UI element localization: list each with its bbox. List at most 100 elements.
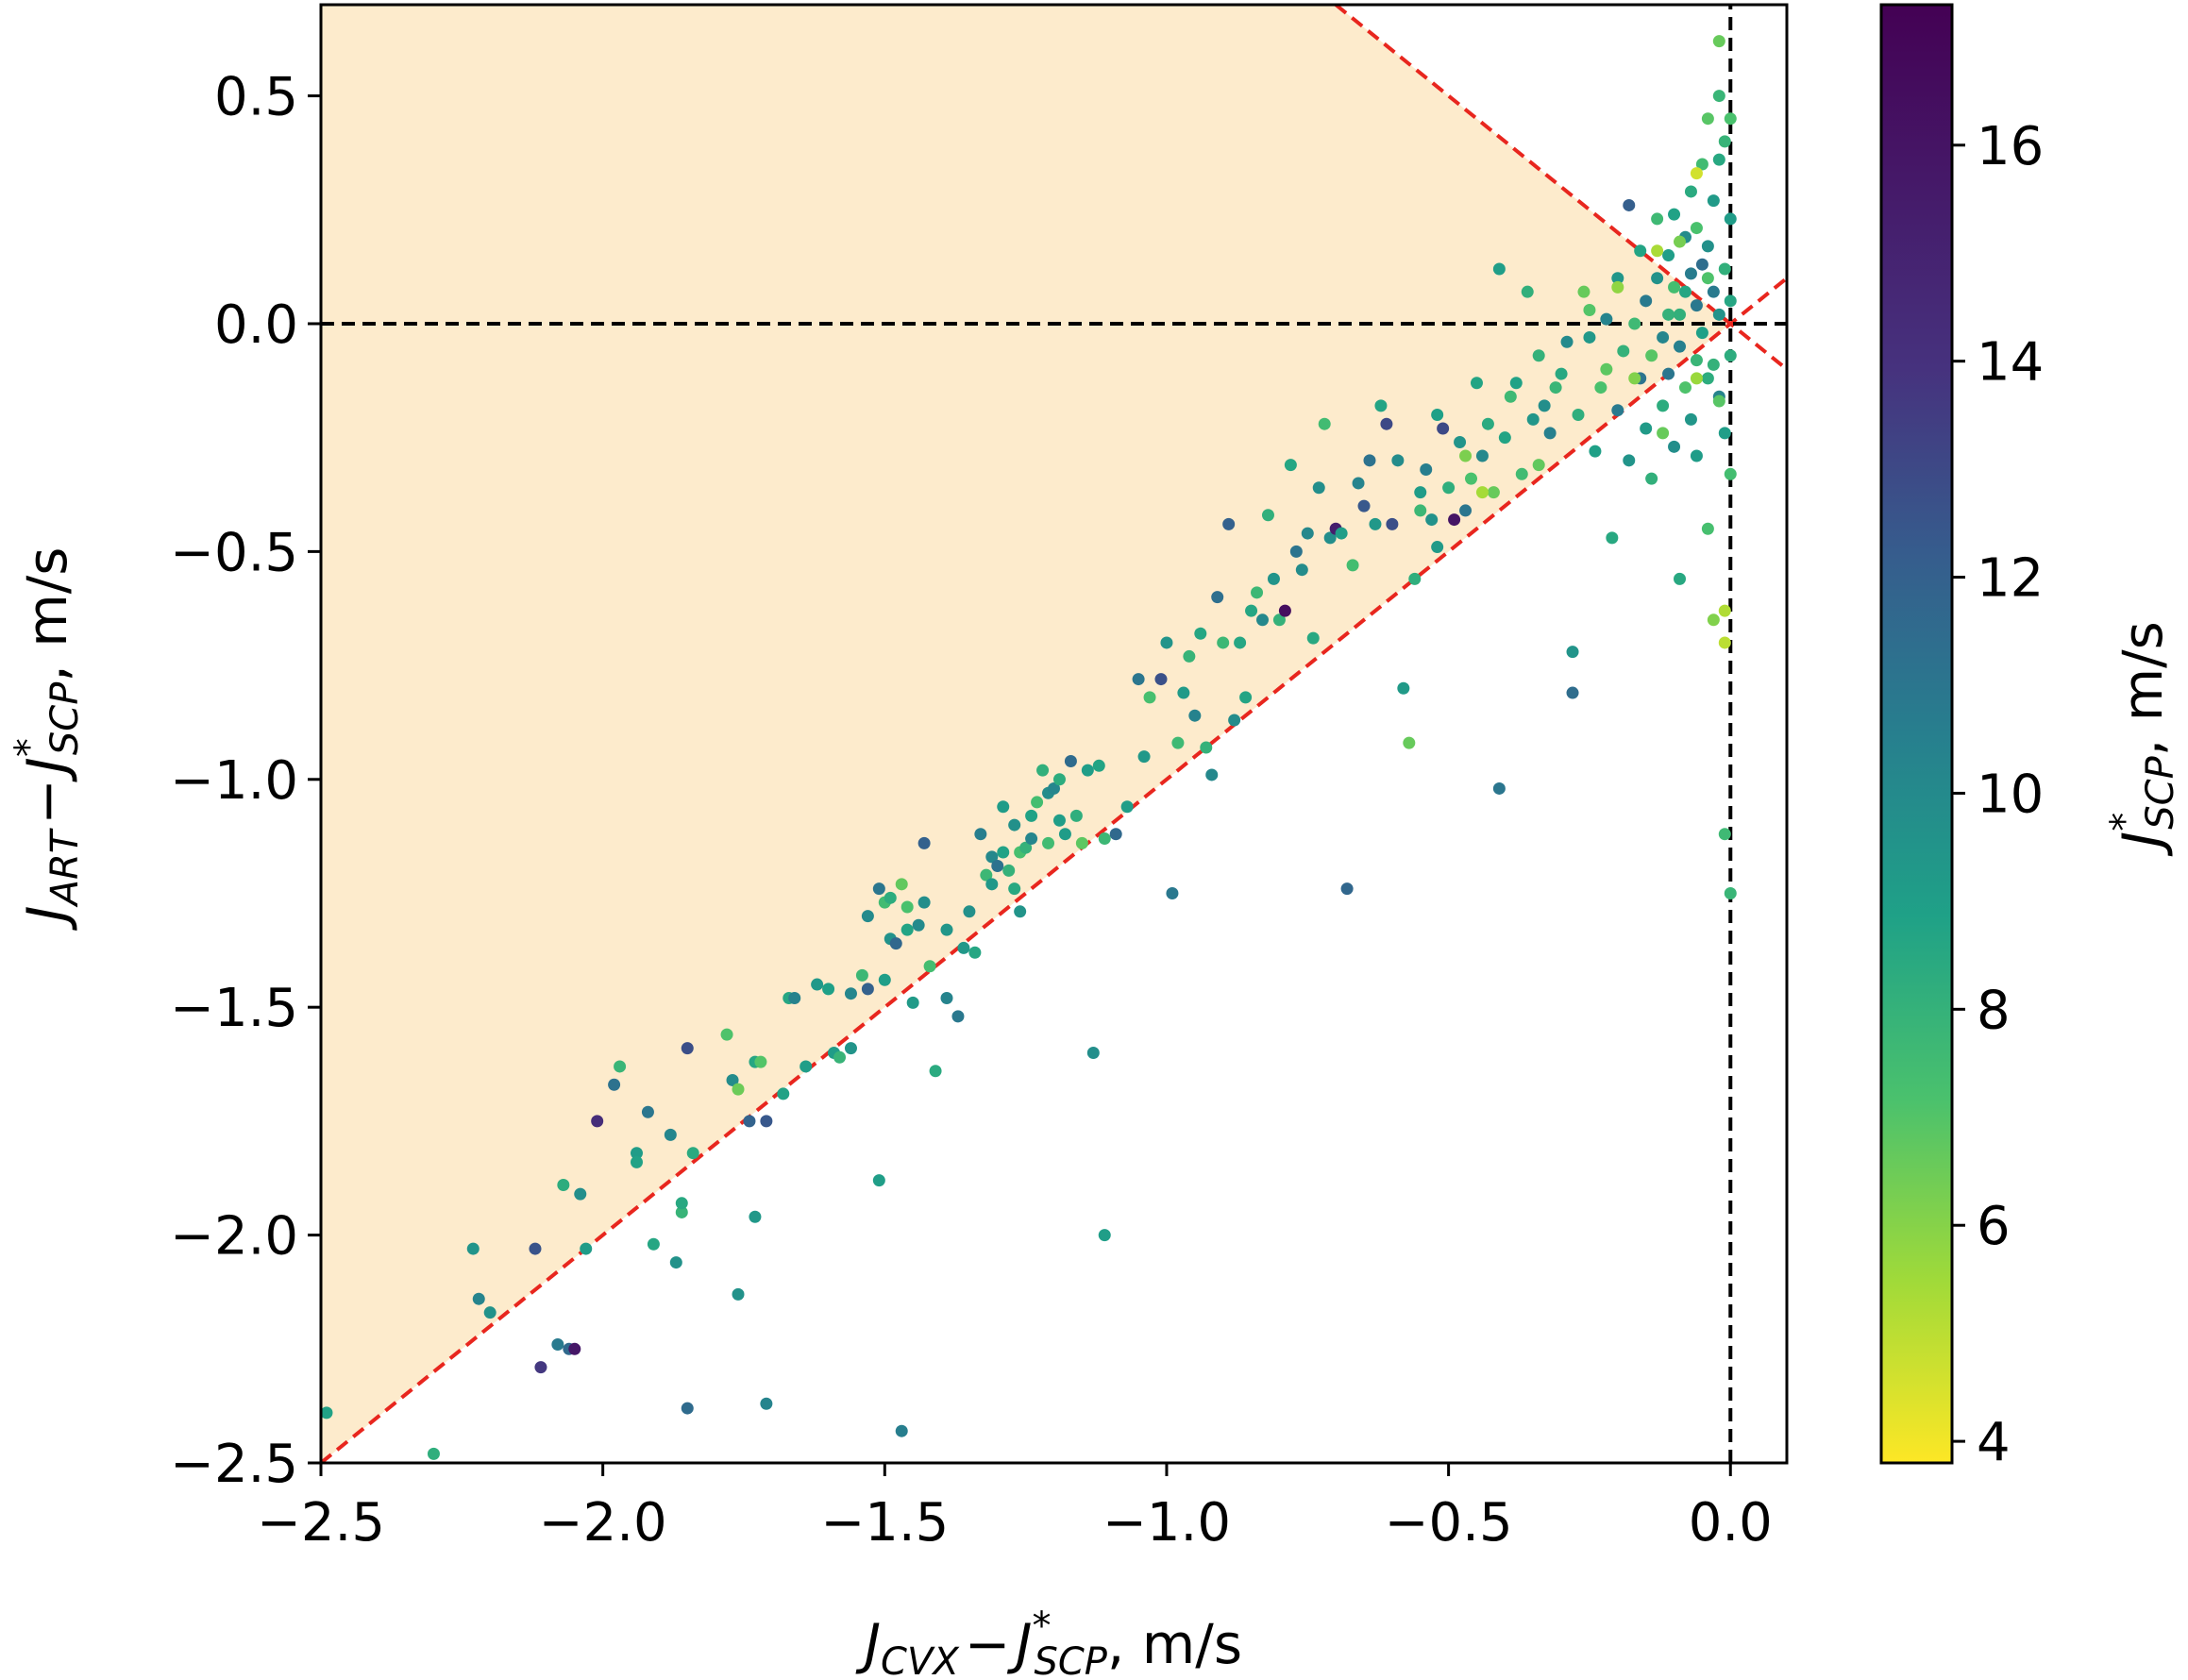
scatter-point	[1701, 522, 1714, 535]
scatter-point	[1481, 417, 1494, 430]
scatter-point	[1611, 280, 1624, 294]
scatter-point	[1431, 409, 1444, 422]
scatter-point	[1712, 90, 1725, 103]
scatter-point	[1712, 35, 1725, 48]
scatter-point	[675, 1197, 688, 1210]
scatter-point	[1403, 736, 1416, 749]
colorbar-gradient	[1879, 3, 1954, 1465]
scatter-point	[1628, 317, 1641, 330]
scatter-point	[1724, 212, 1737, 226]
y-tick-label: −1.0	[170, 750, 298, 812]
scatter-point	[1657, 427, 1670, 440]
scatter-point	[1092, 759, 1105, 772]
scatter-point	[1532, 349, 1545, 362]
x-axis-ticks: −2.5 −2.0 −1.5 −1.0 −0.5 0.0	[257, 1463, 1773, 1554]
scatter-points	[321, 35, 1737, 1460]
scatter-point	[427, 1447, 440, 1460]
scatter-point	[777, 1087, 790, 1100]
scatter-point	[1623, 198, 1636, 211]
scatter-point	[1137, 750, 1151, 764]
scatter-point	[1492, 262, 1506, 276]
scatter-point	[1459, 449, 1473, 462]
scatter-point	[1560, 335, 1574, 348]
scatter-point	[1267, 572, 1280, 585]
y-tick-label: 0.0	[214, 294, 298, 356]
scatter-point	[483, 1306, 497, 1319]
scatter-point	[580, 1242, 593, 1255]
scatter-point	[1132, 673, 1145, 686]
scatter-point	[1668, 440, 1681, 453]
scatter-point	[681, 1042, 694, 1055]
colorbar-tick-label: 12	[1977, 548, 2044, 610]
scatter-point	[923, 960, 936, 973]
scatter-point	[1678, 285, 1691, 298]
scatter-point	[1352, 477, 1365, 490]
scatter-point	[472, 1292, 485, 1305]
scatter-point	[1069, 809, 1083, 822]
scatter-point	[1194, 627, 1207, 640]
scatter-point	[1431, 541, 1444, 554]
scatter-point	[895, 1424, 908, 1437]
scatter-point	[1690, 222, 1703, 235]
scatter-point	[1526, 412, 1540, 426]
scatter-point	[1712, 308, 1725, 321]
scatter-point	[591, 1115, 604, 1128]
scatter-point	[1600, 312, 1613, 326]
scatter-point	[630, 1147, 643, 1160]
x-tick-label: −1.5	[820, 1492, 949, 1554]
scatter-point	[997, 846, 1010, 859]
plot-area	[319, 3, 1789, 1465]
scatter-point	[940, 923, 953, 936]
scatter-point	[974, 828, 987, 841]
scatter-point	[1690, 372, 1703, 385]
scatter-point	[1228, 714, 1241, 727]
scatter-point	[1278, 604, 1291, 617]
scatter-point	[1261, 509, 1274, 522]
scatter-point	[1487, 486, 1500, 499]
scatter-point	[664, 1128, 677, 1141]
scatter-point	[872, 1174, 885, 1187]
scatter-point	[1707, 194, 1720, 208]
scatter-point	[1363, 454, 1376, 467]
scatter-point	[985, 878, 999, 891]
scatter-point	[1058, 828, 1071, 841]
scatter-point	[1154, 673, 1168, 686]
scatter-point	[1583, 330, 1596, 344]
scatter-point	[1707, 285, 1720, 298]
scatter-point	[1019, 841, 1033, 854]
scatter-point	[799, 1060, 813, 1073]
scatter-point	[1572, 409, 1585, 422]
scatter-point	[1459, 504, 1473, 517]
scatter-point	[1031, 796, 1044, 809]
scatter-point	[1712, 395, 1725, 408]
scatter-point	[1312, 481, 1325, 495]
scatter-point	[669, 1256, 682, 1269]
scatter-point	[726, 1073, 739, 1086]
scatter-point	[997, 800, 1010, 814]
scatter-point	[321, 1406, 333, 1420]
scatter-point	[1577, 285, 1591, 298]
scatter-point	[1690, 167, 1703, 180]
scatter-point	[1323, 531, 1337, 545]
colorbar-tick-label: 8	[1977, 980, 2011, 1041]
scatter-point	[1188, 709, 1202, 722]
scatter-point	[1245, 604, 1258, 617]
scatter-point	[1600, 362, 1613, 376]
scatter-point	[1234, 636, 1247, 649]
scatter-point	[1623, 454, 1636, 467]
colorbar-tick-label: 10	[1977, 764, 2044, 825]
scatter-point	[1701, 112, 1714, 126]
y-tick-label: 0.5	[214, 67, 298, 128]
scatter-point	[1695, 258, 1708, 271]
y-axis-ticks: −2.5 −2.0 −1.5 −1.0 −0.5 0.0 0.5	[170, 67, 321, 1495]
scatter-point	[675, 1205, 688, 1218]
scatter-point	[1701, 372, 1714, 385]
scatter-point	[1566, 686, 1579, 699]
scatter-point	[1081, 764, 1094, 777]
scatter-point	[1465, 472, 1478, 485]
scatter-point	[1008, 818, 1021, 832]
plot-frame	[319, 3, 1789, 1465]
scatter-point	[884, 891, 897, 904]
scatter-point	[1724, 467, 1737, 480]
scatter-point	[985, 850, 999, 864]
